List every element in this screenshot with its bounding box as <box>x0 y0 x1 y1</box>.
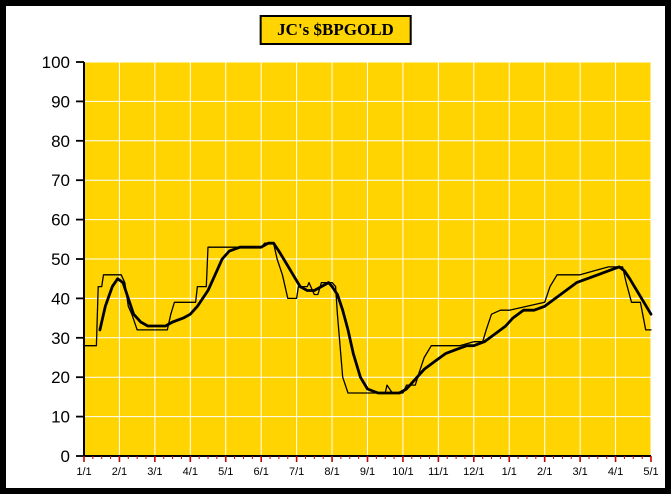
chart-title: JC's $BPGOLD <box>259 15 412 45</box>
y-tick-label: 0 <box>61 447 70 466</box>
series-line-bpgold-index <box>83 242 652 394</box>
x-tick-label: 5/1 <box>218 466 233 478</box>
x-tick-label: 12/1 <box>463 466 484 478</box>
y-tick-label: 20 <box>51 368 70 387</box>
x-tick-label: 2/1 <box>112 466 127 478</box>
x-tick-label: 1/1 <box>502 466 517 478</box>
x-tick-label: 3/1 <box>147 466 162 478</box>
x-tick-label: 10/1 <box>392 466 413 478</box>
x-tick-label: 4/1 <box>183 466 198 478</box>
series-line-bpgold-moving-average <box>98 241 653 395</box>
y-tick-label: 50 <box>51 250 70 269</box>
x-tick-label: 4/1 <box>608 466 623 478</box>
x-tick-label: 5/1 <box>643 466 658 478</box>
y-tick-label: 80 <box>51 132 70 151</box>
x-tick-label: 11/1 <box>428 466 449 478</box>
x-tick-label: 8/1 <box>324 466 339 478</box>
y-tick-label: 40 <box>51 289 70 308</box>
y-tick-label: 10 <box>51 408 70 427</box>
y-tick-label: 90 <box>51 92 70 111</box>
y-tick-label: 70 <box>51 171 70 190</box>
bullish-percent-chart: 0 10 20 30 40 50 60 70 80 90 100 1/1 2/1 3/1 4/1 5/1 6/1… <box>42 53 659 478</box>
x-tick-label: 6/1 <box>254 466 269 478</box>
x-tick-label: 9/1 <box>360 466 375 478</box>
x-tick-label: 2/1 <box>537 466 552 478</box>
x-tick-label: 3/1 <box>572 466 587 478</box>
x-tick-label: 7/1 <box>289 466 304 478</box>
y-tick-label: 30 <box>51 329 70 348</box>
y-tick-label: 100 <box>42 53 70 72</box>
y-tick-label: 60 <box>51 211 70 230</box>
x-tick-label: 1/1 <box>76 466 91 478</box>
